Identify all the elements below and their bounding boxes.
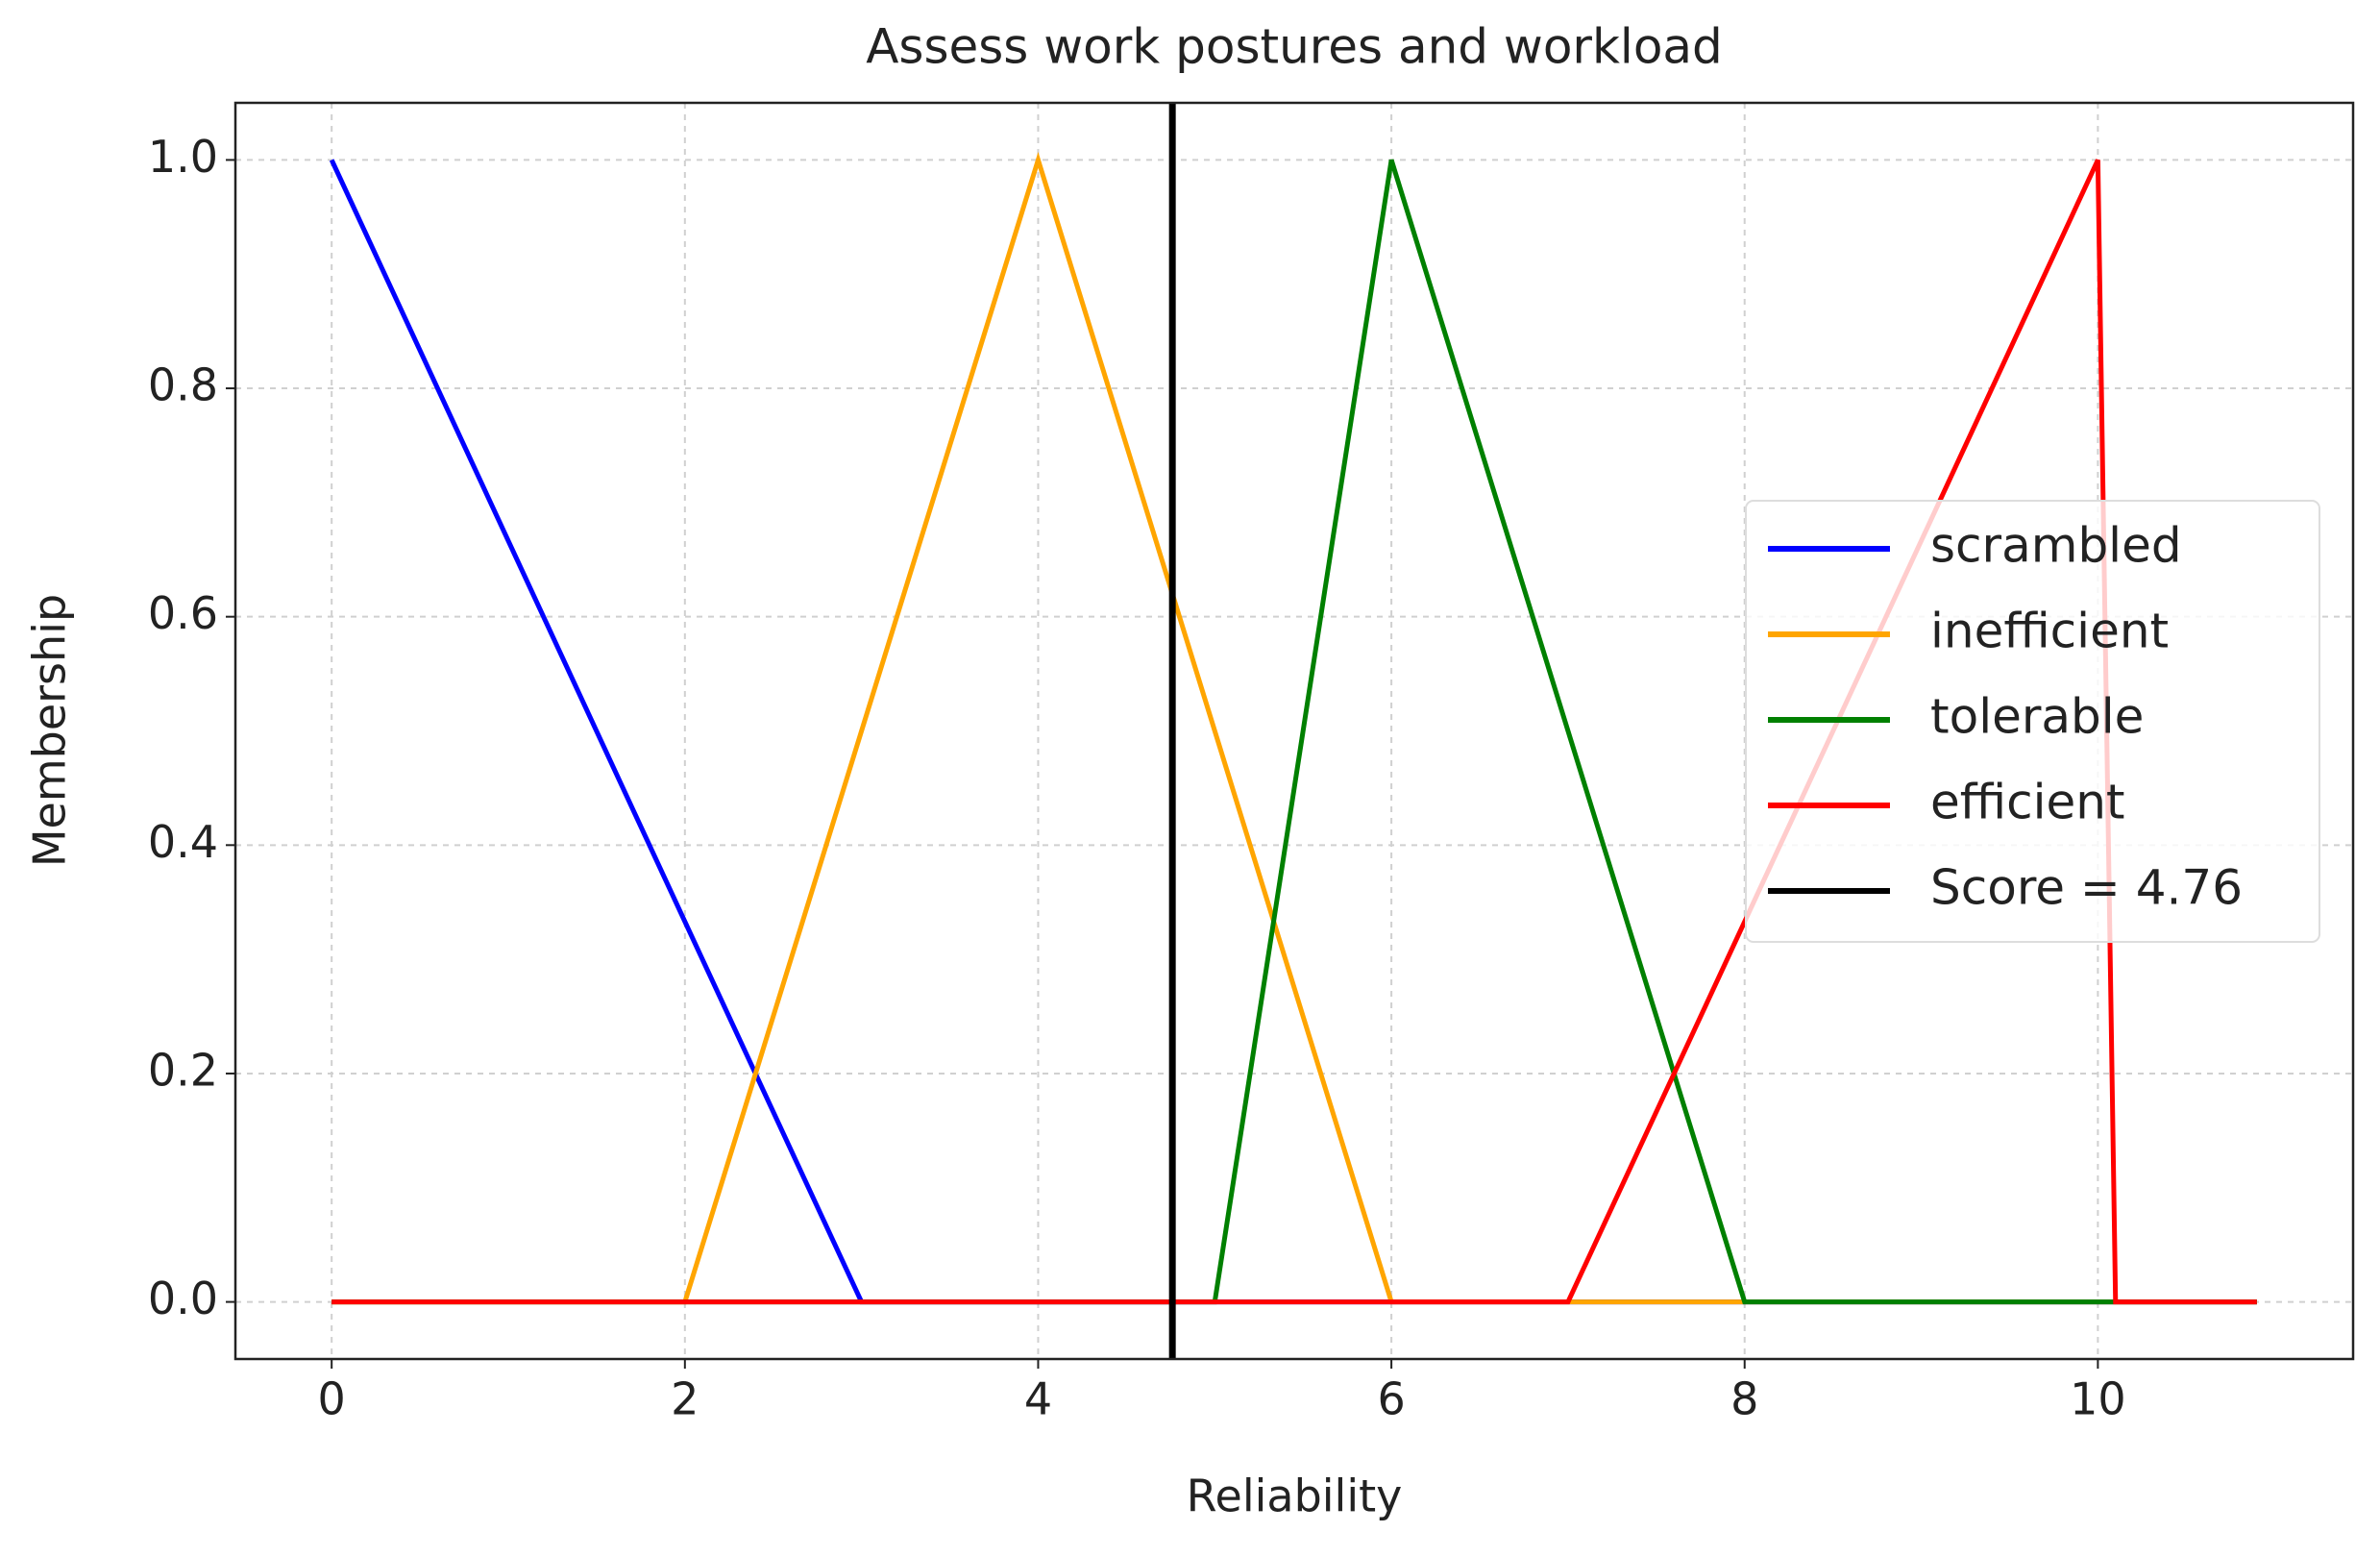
y-tick-label: 0.0 (148, 1273, 218, 1324)
legend-label: scrambled (1930, 518, 2182, 574)
x-tick-label: 6 (1377, 1373, 1405, 1425)
legend-label: inefficient (1930, 604, 2169, 659)
y-tick-label: 0.4 (148, 816, 218, 868)
x-tick-label: 4 (1024, 1373, 1052, 1425)
x-tick-label: 2 (671, 1373, 699, 1425)
chart-title: Assess work postures and workload (866, 19, 1723, 75)
y-tick-label: 0.6 (148, 587, 218, 639)
y-axis-label: Membership (24, 594, 76, 867)
x-tick-label: 0 (318, 1373, 346, 1425)
y-tick-label: 1.0 (148, 131, 218, 183)
legend-label: efficient (1930, 775, 2125, 830)
y-tick-label: 0.2 (148, 1044, 218, 1096)
legend-label: Score = 4.76 (1930, 860, 2243, 916)
x-axis-label: Reliability (1187, 1470, 1403, 1522)
legend-label: tolerable (1930, 689, 2144, 745)
plot-frame (233, 101, 2355, 1361)
legend-box (1745, 500, 2320, 943)
y-tick-label: 0.8 (148, 359, 218, 411)
x-tick-label: 8 (1730, 1373, 1758, 1425)
x-tick-label: 10 (2070, 1373, 2126, 1425)
